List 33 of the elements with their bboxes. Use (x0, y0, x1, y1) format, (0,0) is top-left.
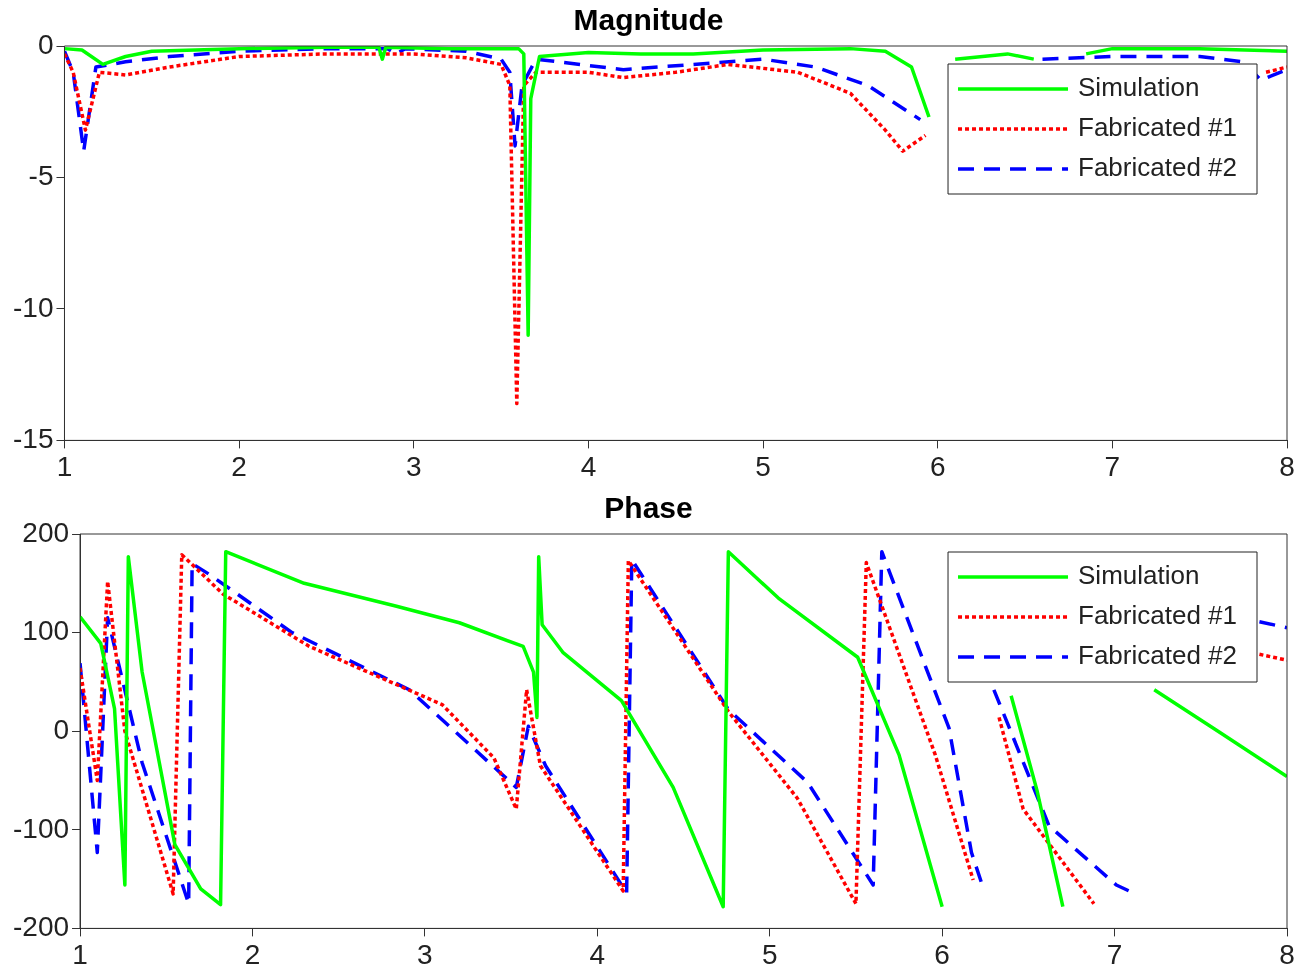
legend-label: Simulation (1078, 72, 1200, 103)
x-tick-label: 8 (1279, 938, 1295, 970)
y-tick-label: -15 (13, 423, 54, 455)
x-tick-label: 1 (72, 938, 88, 970)
x-tick-label: 4 (589, 938, 606, 970)
x-tick-label: 3 (405, 450, 422, 482)
x-tick-label: 2 (231, 450, 247, 482)
x-tick-label: 1 (56, 450, 73, 482)
x-tick-label: 7 (1104, 450, 1121, 482)
x-tick-label: 6 (929, 450, 946, 482)
y-tick-label: -100 (12, 812, 70, 844)
x-tick-label: 5 (761, 938, 778, 970)
x-tick-label: 8 (1279, 450, 1295, 482)
y-tick-label: 100 (22, 615, 70, 647)
legend-label: Fabricated #1 (1078, 600, 1237, 631)
chart-title: Phase (604, 491, 693, 525)
y-tick-label: 200 (22, 516, 70, 548)
x-tick-label: 5 (755, 450, 771, 482)
legend-label: Fabricated #1 (1078, 112, 1237, 143)
legend-label: Fabricated #2 (1078, 640, 1237, 671)
y-tick-label: -200 (12, 911, 70, 943)
chart-title: Magnitude (573, 3, 724, 37)
y-tick-label: -10 (13, 291, 54, 323)
x-tick-label: 3 (417, 938, 433, 970)
y-tick-label: 0 (37, 28, 54, 60)
y-tick-label: -5 (28, 160, 54, 192)
x-tick-label: 7 (1106, 938, 1123, 970)
legend-label: Simulation (1078, 560, 1200, 591)
x-tick-label: 6 (934, 938, 950, 970)
y-tick-label: 0 (53, 713, 70, 745)
legend-label: Fabricated #2 (1078, 152, 1237, 183)
x-tick-label: 4 (580, 450, 597, 482)
x-tick-label: 2 (244, 938, 261, 970)
